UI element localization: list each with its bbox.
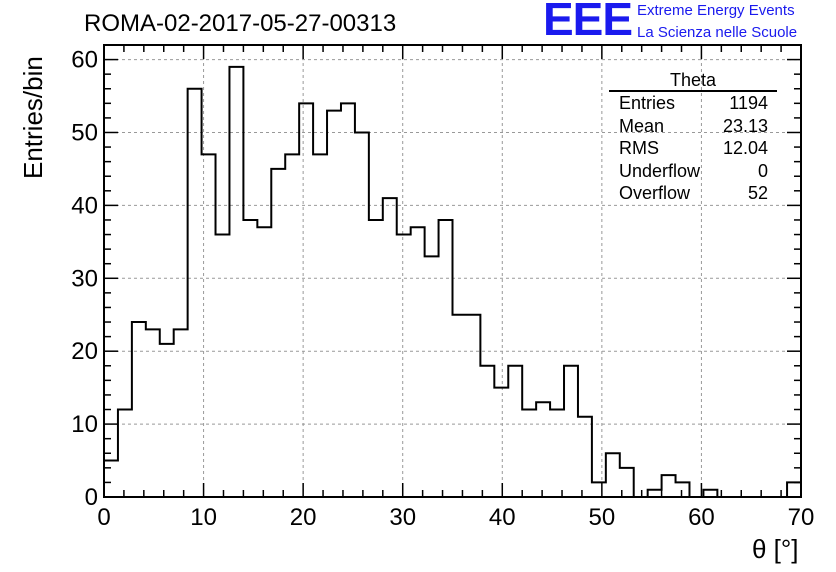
stats-value: 52: [747, 183, 768, 203]
stats-row: Mean 23.13: [609, 115, 777, 138]
stats-row: Overflow 52: [609, 182, 777, 205]
stats-value: 0: [757, 160, 768, 181]
stats-label: Underflow: [619, 160, 701, 181]
y-tick-label: 60: [71, 47, 98, 74]
stats-value: 1194: [729, 93, 768, 113]
y-tick-label: 20: [71, 338, 98, 365]
x-tick-label: 30: [389, 504, 416, 531]
stats-label: Overflow: [619, 183, 691, 203]
y-tick-label: 10: [71, 411, 98, 438]
stats-label: RMS: [619, 138, 659, 158]
y-tick-label: 50: [71, 119, 98, 146]
x-tick-label: 20: [290, 504, 317, 531]
tick-labels: 0 10 20 30 40 50 60 70 0 10 20 30 40 50 60: [71, 47, 814, 531]
plot-frame: [103, 44, 802, 498]
stats-label: Entries: [619, 93, 676, 113]
y-axis-label: Entries/bin: [18, 56, 48, 179]
stats-box: Theta Entries 1194 Mean 23.13 RMS 12.04 Und…: [609, 70, 777, 205]
stats-title: Theta: [609, 70, 777, 92]
stats-label: Mean: [619, 115, 665, 136]
logo-subtitle-1: Extreme Energy Events: [637, 2, 795, 19]
logo-subtitle-2: La Scienza nelle Scuole: [637, 24, 798, 41]
x-tick-label: 40: [489, 504, 516, 531]
eee-logo: EEE: [543, 0, 633, 45]
stats-value: 23.13: [722, 115, 768, 136]
stats-row: RMS 12.04: [609, 137, 777, 160]
y-tick-label: 40: [71, 192, 98, 219]
stats-row: Entries 1194: [609, 92, 777, 115]
x-tick-label: 0: [97, 504, 110, 531]
x-axis-label: θ [°]: [752, 534, 799, 564]
histogram-series: [103, 65, 802, 498]
x-tick-label: 60: [688, 504, 715, 531]
x-tick-label: 50: [589, 504, 616, 531]
y-tick-label: 30: [71, 265, 98, 292]
x-tick-label: 70: [788, 504, 815, 531]
x-tick-label: 10: [190, 504, 217, 531]
stats-row: Underflow 0: [609, 160, 777, 183]
stats-value: 12.04: [722, 138, 768, 158]
y-tick-label: 0: [85, 484, 98, 511]
chart-title: ROMA-02-2017-05-27-00313: [84, 10, 397, 37]
